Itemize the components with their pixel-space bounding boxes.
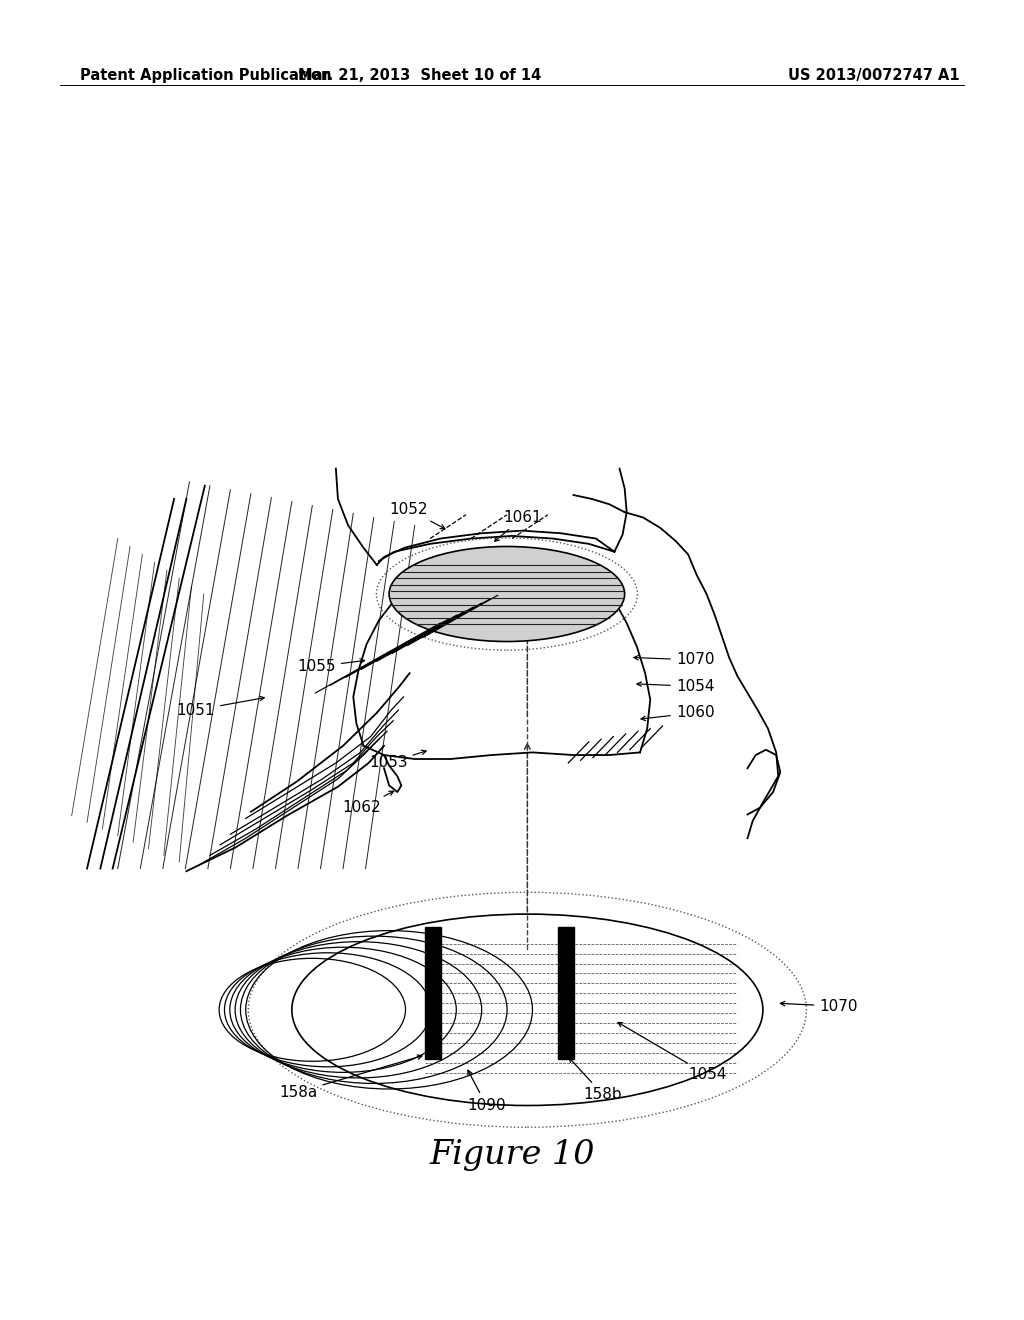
Text: 1070: 1070 [780, 999, 858, 1014]
Text: 1053: 1053 [369, 750, 426, 771]
Text: 1060: 1060 [641, 705, 715, 721]
Text: 1090: 1090 [467, 1071, 506, 1113]
Text: 1054: 1054 [637, 678, 715, 694]
Ellipse shape [292, 913, 763, 1106]
Text: 1052: 1052 [389, 502, 444, 529]
Text: Figure 10: Figure 10 [429, 1139, 595, 1171]
Text: 158b: 158b [569, 1057, 623, 1102]
Bar [425, 927, 441, 1059]
Text: 1070: 1070 [634, 652, 715, 668]
Bar [558, 927, 574, 1059]
Text: 1061: 1061 [495, 510, 543, 541]
Text: US 2013/0072747 A1: US 2013/0072747 A1 [788, 69, 961, 83]
Text: 1051: 1051 [176, 697, 264, 718]
Text: 1055: 1055 [297, 659, 365, 675]
Text: 158a: 158a [280, 1055, 422, 1100]
Ellipse shape [389, 546, 625, 642]
Text: Patent Application Publication: Patent Application Publication [80, 69, 332, 83]
Text: Mar. 21, 2013  Sheet 10 of 14: Mar. 21, 2013 Sheet 10 of 14 [298, 69, 542, 83]
Text: 1062: 1062 [342, 791, 393, 816]
Text: 1054: 1054 [618, 1023, 727, 1082]
